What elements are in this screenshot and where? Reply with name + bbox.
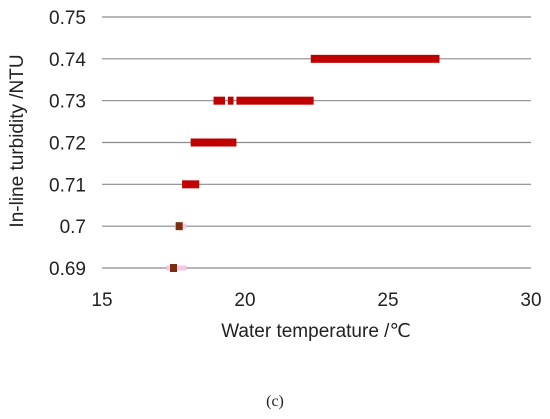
data-point <box>182 180 200 189</box>
y-axis-label: In-line turbidity /NTU <box>7 54 28 227</box>
y-tick-label: 0.74 <box>49 50 86 71</box>
data-point <box>175 222 183 231</box>
chart: 0.69 0.7 0.71 0.72 0.73 0.74 0.75 15 20 25 30 Wate… <box>7 8 542 342</box>
data-point <box>190 138 237 147</box>
figure-caption: (c) <box>266 393 284 410</box>
tick-labels: 0.69 0.7 0.71 0.72 0.73 0.74 0.75 15 20 25 30 <box>49 8 542 311</box>
x-tick-label: 30 <box>520 290 541 311</box>
y-tick-label: 0.72 <box>49 134 86 155</box>
x-axis-label: Water temperature /℃ <box>221 321 411 342</box>
data-marks <box>166 54 440 272</box>
data-point <box>213 96 225 105</box>
x-tick-label: 15 <box>91 290 112 311</box>
x-tick-label: 20 <box>234 290 255 311</box>
y-tick-label: 0.7 <box>60 217 86 238</box>
y-tick-label: 0.71 <box>49 175 86 196</box>
data-point <box>170 264 177 272</box>
data-point <box>310 54 440 63</box>
y-tick-label: 0.75 <box>49 8 86 29</box>
data-point <box>227 96 234 105</box>
gridlines <box>102 16 531 269</box>
y-tick-label: 0.73 <box>49 92 86 113</box>
data-point <box>236 96 314 105</box>
y-tick-label: 0.69 <box>49 259 86 280</box>
x-tick-label: 25 <box>377 290 398 311</box>
